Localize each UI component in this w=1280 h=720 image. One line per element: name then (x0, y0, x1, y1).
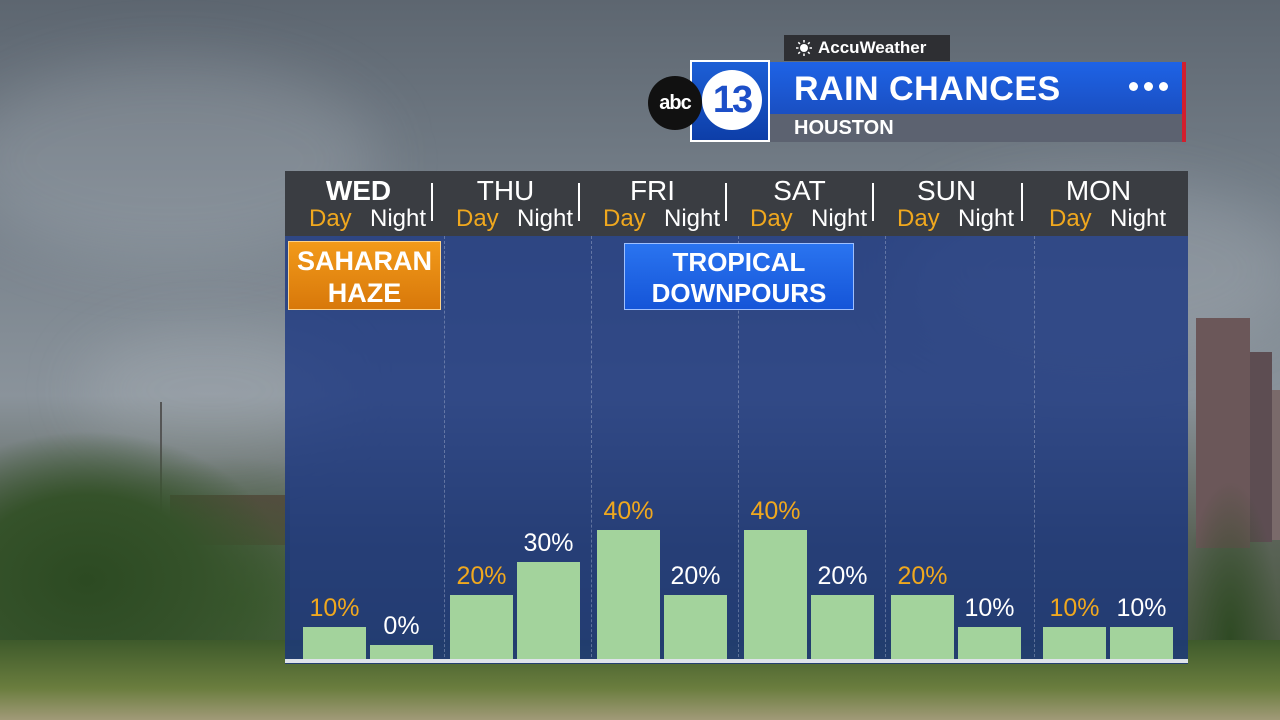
night-bar (517, 562, 580, 659)
night-bar (664, 594, 727, 659)
day-bar (891, 594, 954, 659)
day-value-label: 10% (1049, 593, 1100, 622)
day-bar (450, 594, 513, 659)
day-label: Day (1049, 205, 1092, 232)
day-bar (744, 530, 807, 659)
day-divider (591, 236, 592, 662)
station-logo-ring: 13 (702, 70, 762, 130)
day-name: SAT (773, 175, 826, 206)
page-subtitle: HOUSTON (794, 117, 894, 139)
day-divider (885, 236, 886, 662)
day-divider (1034, 236, 1035, 662)
day-column: SUN Day Night (873, 171, 1020, 236)
night-label: Night (370, 205, 427, 232)
day-separator (725, 183, 727, 221)
title-bar: RAIN CHANCES (770, 62, 1186, 114)
day-label: Day (456, 205, 499, 232)
night-value-label: 20% (817, 561, 868, 590)
day-value-label: 20% (897, 561, 948, 590)
night-label: Night (664, 205, 721, 232)
callout-line: SAHARAN (297, 246, 432, 276)
station-number: 13 (712, 78, 753, 121)
day-label: Day (897, 205, 940, 232)
day-value-label: 40% (750, 497, 801, 526)
more-dots-icon (1129, 82, 1168, 91)
day-divider (444, 236, 445, 662)
day-bar (597, 530, 660, 659)
night-value-label: 20% (670, 561, 721, 590)
day-divider (738, 236, 739, 662)
abc-logo: abc (648, 76, 702, 130)
day-bar (1043, 626, 1106, 659)
day-column: MON Day Night (1025, 171, 1172, 236)
day-column: SAT Day Night (726, 171, 873, 236)
day-separator (578, 183, 580, 221)
callout-line: TROPICAL (672, 247, 806, 277)
accuweather-text: AccuWeather (818, 38, 927, 57)
night-label: Night (1110, 205, 1167, 232)
night-label: Night (517, 205, 574, 232)
day-label: Day (750, 205, 793, 232)
day-bar (303, 626, 366, 659)
day-value-label: 20% (456, 561, 507, 590)
night-bar (1110, 626, 1173, 659)
day-name: WED (325, 175, 392, 206)
night-value-label: 0% (383, 612, 420, 640)
building (1272, 390, 1280, 540)
day-column: FRI Day Night (579, 171, 726, 236)
chart-baseline (285, 659, 1188, 663)
abc-text: abc (659, 91, 691, 114)
callout-line: HAZE (327, 278, 402, 308)
sun-icon (796, 40, 812, 56)
day-name: THU (476, 175, 535, 206)
accuweather-logo: AccuWeather (784, 35, 950, 61)
night-bar (370, 645, 433, 659)
night-value-label: 30% (523, 529, 574, 558)
trees (0, 430, 290, 680)
day-separator (872, 183, 874, 221)
day-column: THU Day Night (432, 171, 579, 236)
night-label: Night (958, 205, 1015, 232)
callout-line: DOWNPOURS (651, 278, 827, 308)
day-name: FRI (629, 175, 676, 206)
day-separator (431, 183, 433, 221)
day-name: SUN (916, 175, 977, 206)
day-name: MON (1065, 175, 1132, 206)
saharan-haze-callout: SAHARAN HAZE (288, 241, 441, 310)
night-bar (811, 594, 874, 659)
day-label: Day (603, 205, 646, 232)
subtitle-bar: HOUSTON (770, 114, 1186, 142)
day-label: Day (309, 205, 352, 232)
day-separator (1021, 183, 1023, 221)
night-value-label: 10% (1116, 593, 1167, 622)
day-column: WED Day Night (285, 171, 432, 236)
days-header: WED Day Night THU Day Night FRI Day Night SAT Day N… (285, 171, 1188, 236)
night-value-label: 10% (964, 593, 1015, 622)
page-title: RAIN CHANCES (794, 70, 1061, 108)
day-value-label: 40% (603, 497, 654, 526)
station-logo-box: 13 (690, 60, 770, 142)
tropical-downpours-callout: TROPICAL DOWNPOURS (624, 243, 854, 310)
station-logo: 13 abc (648, 60, 770, 142)
day-value-label: 10% (309, 593, 360, 622)
night-label: Night (811, 205, 868, 232)
night-bar (958, 626, 1021, 659)
